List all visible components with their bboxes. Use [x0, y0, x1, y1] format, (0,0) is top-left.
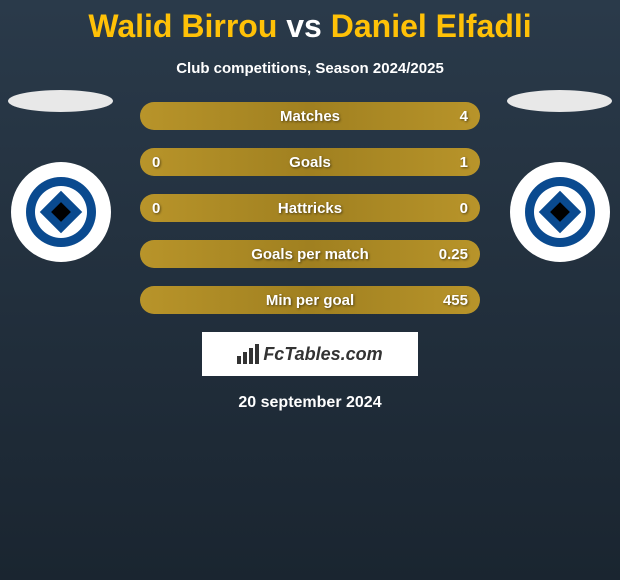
player2-club-logo	[510, 162, 610, 262]
date-text: 20 september 2024	[0, 394, 620, 412]
player2-badge	[507, 90, 612, 262]
stat-label: Goals per match	[251, 246, 369, 263]
branding-text: FcTables.com	[263, 344, 382, 365]
stat-label: Hattricks	[278, 200, 342, 217]
stat-left-value: 0	[152, 154, 192, 171]
stat-row: Min per goal 455	[140, 286, 480, 314]
player1-portrait-placeholder	[8, 90, 113, 112]
page-title: Walid Birrou vs Daniel Elfadli	[0, 8, 620, 45]
stat-label: Goals	[289, 154, 331, 171]
subtitle: Club competitions, Season 2024/2025	[0, 60, 620, 77]
stat-right-value: 0	[428, 200, 468, 217]
player1-name: Walid Birrou	[88, 8, 277, 44]
stat-left-value: 0	[152, 200, 192, 217]
stat-label: Min per goal	[266, 292, 354, 309]
stat-label: Matches	[280, 108, 340, 125]
player2-name: Daniel Elfadli	[331, 8, 532, 44]
player1-badge	[8, 90, 113, 262]
stat-right-value: 455	[428, 292, 468, 309]
stat-row: Matches 4	[140, 102, 480, 130]
stat-right-value: 1	[428, 154, 468, 171]
branding-chart-icon	[237, 344, 259, 364]
stat-right-value: 4	[428, 108, 468, 125]
stat-row: 0 Hattricks 0	[140, 194, 480, 222]
comparison-section: Matches 4 0 Goals 1 0 Hattricks 0 Goals …	[0, 102, 620, 314]
stat-right-value: 0.25	[428, 246, 468, 263]
player2-portrait-placeholder	[507, 90, 612, 112]
stat-row: 0 Goals 1	[140, 148, 480, 176]
player1-club-logo	[11, 162, 111, 262]
vs-text: vs	[286, 8, 322, 44]
branding-banner[interactable]: FcTables.com	[202, 332, 418, 376]
stat-row: Goals per match 0.25	[140, 240, 480, 268]
